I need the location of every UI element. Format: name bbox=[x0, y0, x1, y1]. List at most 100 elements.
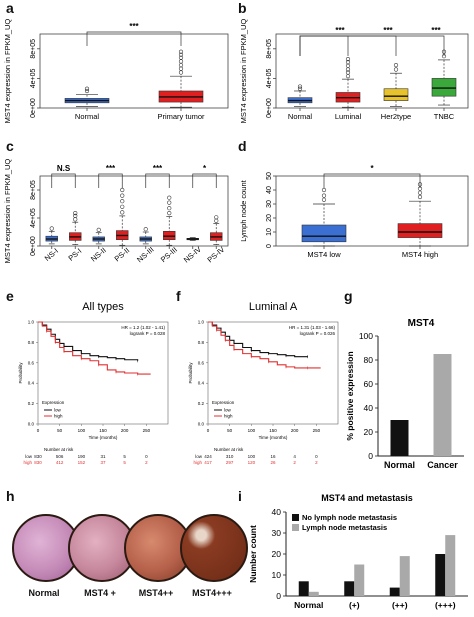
significance-bracket bbox=[299, 35, 349, 56]
panel-label-i: i bbox=[238, 488, 242, 504]
x-tick-label: 250 bbox=[313, 428, 321, 433]
box-outlier bbox=[143, 227, 148, 232]
box-outlier bbox=[167, 210, 172, 216]
x-tick-label: MST4 high bbox=[402, 250, 438, 259]
box-mst4-high bbox=[397, 223, 443, 238]
panel-label-c: c bbox=[6, 138, 14, 154]
box-outlier bbox=[167, 195, 172, 200]
chart-title: Luminal A bbox=[249, 301, 298, 313]
y-tick-label: 4e+05 bbox=[30, 208, 37, 228]
box-outlier bbox=[167, 200, 172, 205]
x-tick-label: Normal bbox=[294, 600, 323, 610]
risk-value: 120 bbox=[248, 460, 256, 465]
risk-table-header: Number at risk bbox=[214, 447, 244, 452]
risk-value: 2 bbox=[315, 460, 318, 465]
risk-value: 310 bbox=[226, 454, 234, 459]
box-outlier bbox=[345, 74, 351, 79]
y-tick-label: 8e+05 bbox=[30, 180, 37, 200]
y-tick-label: 0.4 bbox=[198, 381, 205, 386]
significance-label: *** bbox=[129, 22, 139, 31]
risk-value: 2 bbox=[145, 460, 148, 465]
x-axis-label: Time (months) bbox=[259, 435, 288, 440]
bar-no-metastasis bbox=[344, 581, 355, 596]
box-outlier bbox=[178, 55, 184, 60]
y-tick-label: 0.0 bbox=[28, 422, 35, 427]
risk-value: 830 bbox=[34, 454, 42, 459]
risk-row-label: high bbox=[193, 460, 202, 465]
box-outlier bbox=[120, 187, 125, 193]
y-tick-label: 0 bbox=[266, 244, 273, 248]
risk-row-label: low bbox=[195, 454, 203, 459]
y-tick-label: 8e+05 bbox=[266, 39, 273, 59]
box-outlier bbox=[167, 206, 172, 211]
x-tick-label: 100 bbox=[248, 428, 256, 433]
legend-entry: Lymph node metastasis bbox=[302, 523, 387, 532]
x-tick-label: Normal bbox=[384, 460, 415, 470]
significance-bracket bbox=[323, 173, 421, 188]
x-tick-label: 150 bbox=[99, 428, 107, 433]
bar-metastasis bbox=[445, 535, 456, 596]
y-tick-label: 0.6 bbox=[198, 360, 205, 365]
box-outlier bbox=[84, 86, 90, 91]
y-tick-label: 80 bbox=[364, 355, 374, 365]
chart-panel-d: 0 10 20 30 40 50 Lymph node count MST4 low MST4 … bbox=[239, 164, 469, 259]
y-axis-label: MST4 expression in FPKM_UQ bbox=[3, 19, 12, 124]
bar-metastasis bbox=[399, 556, 410, 596]
histology-label-mst4-plus: MST4 + bbox=[84, 588, 116, 598]
bar-no-metastasis bbox=[435, 554, 446, 596]
significance-label: *** bbox=[431, 26, 441, 35]
bar-no-metastasis bbox=[389, 587, 400, 596]
risk-value: 37 bbox=[100, 460, 106, 465]
risk-row-label: high bbox=[23, 460, 32, 465]
risk-value: 2 bbox=[293, 460, 296, 465]
significance-bracket bbox=[51, 173, 76, 188]
y-axis-label: MST4 expression in FPKM_UQ bbox=[3, 159, 12, 264]
y-axis-label: MST4 expression in FPKM_UQ bbox=[239, 19, 248, 124]
box-outlier bbox=[345, 60, 351, 65]
chart-panel-c: 0e+00 4e+05 8e+05 MST4 expression in FPKM_U… bbox=[3, 159, 229, 264]
plot-frame bbox=[275, 33, 469, 109]
y-tick-label: 0.2 bbox=[28, 401, 35, 406]
x-tick-label: 50 bbox=[227, 428, 233, 433]
y-tick-label: 0e+00 bbox=[30, 236, 37, 256]
chart-panel-f: Luminal A 0.0 0.2 0.4 0.6 0.8 1.0 0 50 100 150 200 2… bbox=[188, 301, 339, 465]
y-tick-label: 0.8 bbox=[28, 340, 35, 345]
chart-title: MST4 bbox=[408, 318, 435, 329]
legend-entry: high bbox=[54, 414, 63, 419]
x-tick-label: 200 bbox=[291, 428, 299, 433]
box-outlier bbox=[120, 199, 125, 204]
chart-panel-i: MST4 and metastasis 0 10 20 30 40 Number count… bbox=[248, 493, 468, 610]
histology-label-normal: Normal bbox=[28, 588, 60, 598]
significance-label: * bbox=[203, 164, 207, 173]
x-tick-label: (+) bbox=[349, 600, 360, 610]
x-tick-label: 200 bbox=[121, 428, 129, 433]
bar-metastasis bbox=[354, 564, 365, 596]
y-tick-label: 0.6 bbox=[28, 360, 35, 365]
x-tick-label: 0 bbox=[207, 428, 210, 433]
x-axis-label: Time (months) bbox=[89, 435, 118, 440]
y-tick-label: 0e+00 bbox=[266, 98, 273, 118]
box-her2type bbox=[383, 88, 409, 101]
y-tick-label: 100 bbox=[359, 331, 373, 341]
y-tick-label: 0.2 bbox=[198, 401, 205, 406]
significance-bracket bbox=[299, 35, 445, 56]
significance-label: N.S bbox=[57, 164, 71, 173]
box-outlier bbox=[417, 190, 423, 195]
box-outlier bbox=[321, 187, 327, 193]
bar-no-metastasis bbox=[298, 581, 309, 596]
chart-title: MST4 and metastasis bbox=[321, 493, 413, 503]
y-tick-label: 4e+05 bbox=[266, 68, 273, 88]
x-tick-label: 50 bbox=[57, 428, 63, 433]
risk-value: 417 bbox=[204, 460, 212, 465]
box-outlier bbox=[178, 49, 184, 54]
significance-label: *** bbox=[106, 164, 116, 173]
panel-label-g: g bbox=[344, 288, 353, 304]
risk-table-header: Number at risk bbox=[44, 447, 74, 452]
box-outlier bbox=[178, 52, 184, 57]
y-tick-label: 40 bbox=[272, 507, 282, 517]
legend-title: Expression bbox=[42, 400, 65, 405]
chart-panel-g: MST4 0 20 40 60 80 100 % positive expression Nor… bbox=[345, 318, 464, 470]
km-stat-text: HR = 1.2 (1.02 - 1.41) bbox=[121, 325, 165, 330]
x-tick-label: Her2type bbox=[381, 112, 411, 121]
